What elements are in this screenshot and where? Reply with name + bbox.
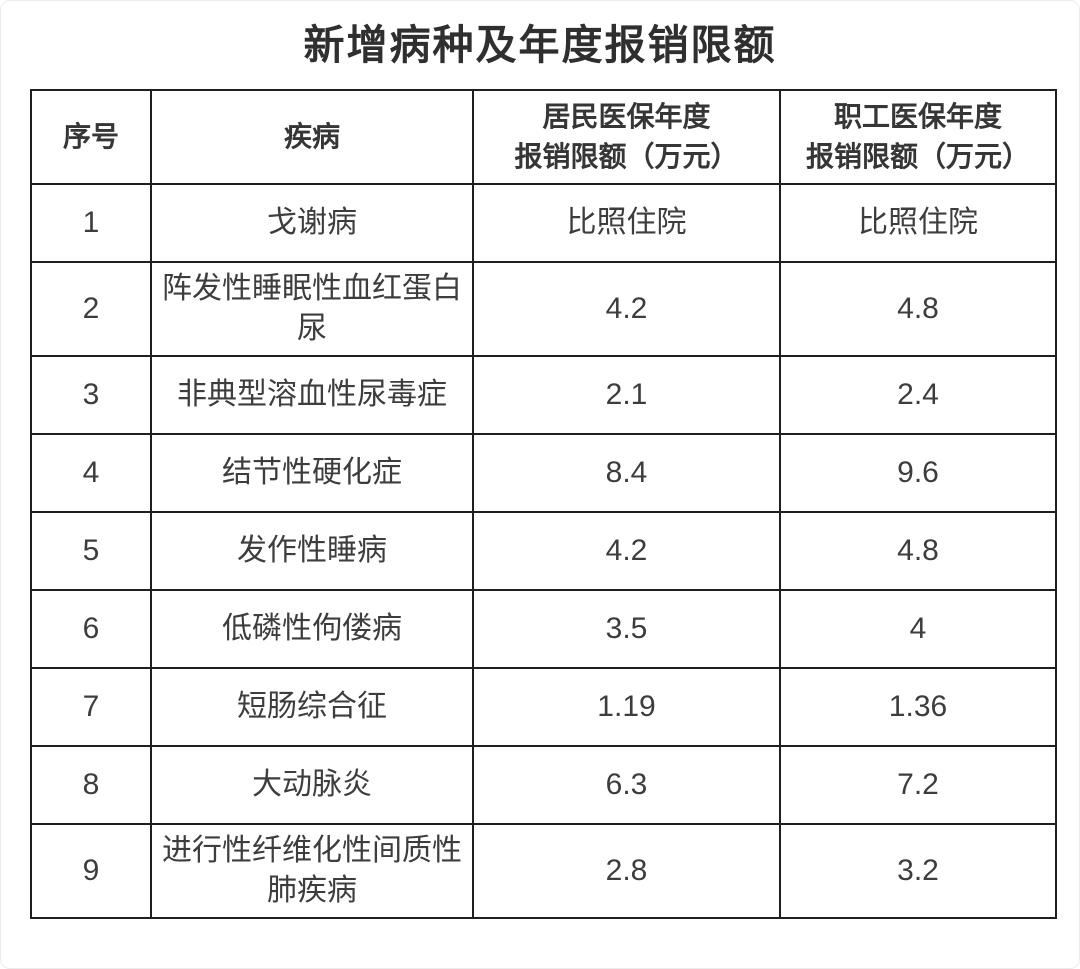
cell-disease: 低磷性佝偻病 <box>150 589 474 669</box>
header-row: 序号 疾病 居民医保年度 报销限额（万元） 职工医保年度 报销限额（万元） <box>30 89 1057 185</box>
cell-resident-limit: 6.3 <box>472 745 781 825</box>
table-row: 1 戈谢病 比照住院 比照住院 <box>30 183 1057 263</box>
cell-employee-limit: 3.2 <box>779 823 1057 919</box>
cell-resident-limit: 3.5 <box>472 589 781 669</box>
cell-disease: 结节性硬化症 <box>150 433 474 513</box>
cell-no: 5 <box>30 511 152 591</box>
column-header-disease: 疾病 <box>150 89 474 185</box>
table-row: 8 大动脉炎 6.3 7.2 <box>30 745 1057 825</box>
reimbursement-table: 序号 疾病 居民医保年度 报销限额（万元） 职工医保年度 报销限额（万元） 1 … <box>30 89 1057 919</box>
page-title: 新增病种及年度报销限额 <box>303 22 777 68</box>
cell-resident-limit: 2.8 <box>472 823 781 919</box>
table-row: 4 结节性硬化症 8.4 9.6 <box>30 433 1057 513</box>
cell-employee-limit: 1.36 <box>779 667 1057 747</box>
cell-disease: 进行性纤维化性间质性肺疾病 <box>150 823 474 919</box>
column-header-resident-limit: 居民医保年度 报销限额（万元） <box>472 89 781 185</box>
column-header-employee-limit: 职工医保年度 报销限额（万元） <box>779 89 1057 185</box>
cell-resident-limit: 2.1 <box>472 355 781 435</box>
cell-resident-limit: 比照住院 <box>472 183 781 263</box>
cell-employee-limit: 7.2 <box>779 745 1057 825</box>
table-row: 2 阵发性睡眠性血红蛋白尿 4.2 4.8 <box>30 261 1057 357</box>
cell-resident-limit: 1.19 <box>472 667 781 747</box>
cell-no: 4 <box>30 433 152 513</box>
cell-resident-limit: 8.4 <box>472 433 781 513</box>
table-row: 3 非典型溶血性尿毒症 2.1 2.4 <box>30 355 1057 435</box>
cell-resident-limit: 4.2 <box>472 261 781 357</box>
cell-employee-limit: 比照住院 <box>779 183 1057 263</box>
cell-no: 8 <box>30 745 152 825</box>
cell-employee-limit: 4.8 <box>779 511 1057 591</box>
cell-no: 2 <box>30 261 152 357</box>
cell-disease: 大动脉炎 <box>150 745 474 825</box>
cell-disease: 非典型溶血性尿毒症 <box>150 355 474 435</box>
cell-resident-limit: 4.2 <box>472 511 781 591</box>
cell-no: 3 <box>30 355 152 435</box>
cell-employee-limit: 4.8 <box>779 261 1057 357</box>
table-header: 序号 疾病 居民医保年度 报销限额（万元） 职工医保年度 报销限额（万元） <box>30 89 1057 185</box>
cell-no: 6 <box>30 589 152 669</box>
table-row: 9 进行性纤维化性间质性肺疾病 2.8 3.2 <box>30 823 1057 919</box>
column-header-no: 序号 <box>30 89 152 185</box>
cell-disease: 发作性睡病 <box>150 511 474 591</box>
table-row: 5 发作性睡病 4.2 4.8 <box>30 511 1057 591</box>
table-row: 6 低磷性佝偻病 3.5 4 <box>30 589 1057 669</box>
table-body: 1 戈谢病 比照住院 比照住院 2 阵发性睡眠性血红蛋白尿 4.2 4.8 3 … <box>30 183 1057 919</box>
cell-no: 1 <box>30 183 152 263</box>
cell-disease: 戈谢病 <box>150 183 474 263</box>
cell-disease: 阵发性睡眠性血红蛋白尿 <box>150 261 474 357</box>
cell-disease: 短肠综合征 <box>150 667 474 747</box>
cell-no: 7 <box>30 667 152 747</box>
cell-no: 9 <box>30 823 152 919</box>
cell-employee-limit: 9.6 <box>779 433 1057 513</box>
cell-employee-limit: 4 <box>779 589 1057 669</box>
table-row: 7 短肠综合征 1.19 1.36 <box>30 667 1057 747</box>
cell-employee-limit: 2.4 <box>779 355 1057 435</box>
